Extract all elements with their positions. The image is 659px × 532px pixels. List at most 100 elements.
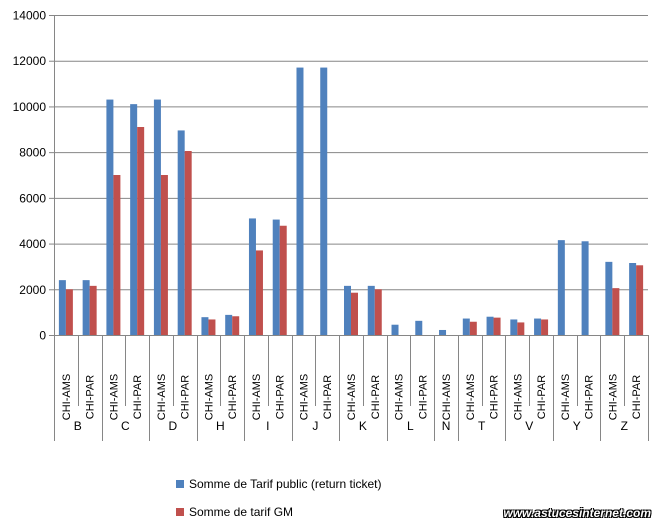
x-category-label: CHI-AMS (346, 374, 358, 420)
bar (201, 317, 209, 335)
bar (510, 319, 518, 335)
x-group-label: C (121, 419, 130, 433)
bar (320, 67, 328, 336)
bar (130, 104, 138, 336)
y-tick-label: 0 (39, 329, 46, 343)
x-category-label: CHI-AMS (156, 374, 168, 420)
x-category-label: CHI-AMS (465, 374, 477, 420)
y-tick-label: 12000 (13, 54, 47, 68)
legend-item-gm: Somme de tarif GM (176, 504, 382, 520)
x-category-label: CHI-AMS (203, 374, 215, 420)
bar (184, 151, 192, 335)
x-group-label: N (442, 419, 451, 433)
watermark: www.astucesinternet.com (503, 506, 651, 520)
bar (367, 285, 375, 335)
x-category-label: CHI-AMS (251, 374, 263, 420)
y-tick-label: 8000 (19, 146, 46, 160)
bar (541, 319, 549, 335)
bar (469, 321, 477, 335)
x-category-label: CHI-PAR (489, 375, 501, 419)
legend-label-public: Somme de Tarif public (return ticket) (189, 477, 382, 491)
bar (415, 320, 423, 335)
x-category-label: CHI-PAR (85, 375, 97, 419)
bar (557, 240, 565, 335)
bar (208, 319, 216, 335)
bar (629, 263, 637, 335)
y-tick-label: 6000 (19, 191, 46, 205)
x-category-label: CHI-AMS (512, 374, 524, 420)
legend-swatch-public (176, 480, 184, 488)
bar (137, 127, 145, 335)
bar (177, 130, 185, 335)
legend-label-gm: Somme de tarif GM (189, 505, 294, 519)
bar (106, 99, 114, 335)
y-axis: 0 2000 4000 6000 8000 10000 12000 14000 (13, 9, 55, 343)
legend-item-public: Somme de Tarif public (return ticket) (176, 476, 382, 492)
x-category-label: CHI-PAR (180, 375, 192, 419)
bar (225, 314, 233, 335)
bar (391, 324, 399, 335)
bar (248, 218, 256, 335)
x-group-label: J (312, 419, 318, 433)
bar (493, 317, 501, 335)
bar (113, 175, 121, 335)
bar (439, 329, 447, 335)
bar (82, 280, 90, 335)
bar (344, 285, 351, 335)
y-tick-label: 2000 (19, 283, 46, 297)
x-group-label: K (359, 419, 367, 433)
x-category-label: CHI-PAR (132, 375, 144, 419)
bar (232, 316, 240, 335)
bar (89, 285, 97, 335)
bar (65, 289, 73, 335)
bars (58, 67, 644, 336)
bar (612, 288, 620, 335)
x-category-label: CHI-AMS (108, 374, 120, 420)
bar (581, 241, 589, 335)
x-category-label: CHI-AMS (607, 374, 619, 420)
legend: Somme de Tarif public (return ticket) So… (176, 476, 382, 532)
x-category-label: CHI-PAR (322, 375, 334, 419)
x-category-label: CHI-PAR (536, 375, 548, 419)
x-category-label: CHI-AMS (560, 374, 572, 420)
x-category-label: CHI-PAR (370, 375, 382, 419)
x-group-label: H (216, 419, 225, 433)
x-group-label: L (407, 419, 414, 433)
bar (517, 322, 525, 335)
bar (534, 318, 542, 335)
x-category-label: CHI-PAR (227, 375, 239, 419)
bar (486, 316, 494, 335)
bar (296, 67, 304, 336)
x-category-label: CHI-AMS (394, 374, 406, 420)
y-tick-label: 14000 (13, 9, 47, 23)
x-group-label: I (266, 419, 269, 433)
x-category-label: CHI-PAR (584, 375, 596, 419)
bar (153, 99, 161, 335)
bar (636, 265, 644, 335)
legend-swatch-gm (176, 508, 184, 516)
x-category-label: CHI-AMS (298, 374, 310, 420)
x-category-label: CHI-PAR (631, 375, 643, 419)
x-category-label: CHI-PAR (275, 375, 287, 419)
x-group-label: D (168, 419, 177, 433)
bar (160, 175, 168, 335)
x-category-label: CHI-AMS (441, 374, 453, 420)
gridlines (54, 15, 648, 336)
bar (279, 225, 287, 335)
bar (605, 261, 613, 335)
x-group-label: Y (573, 419, 581, 433)
bar (351, 292, 358, 335)
bar (255, 250, 263, 335)
bar (374, 289, 382, 335)
x-axis: CHI-AMS CHI-PAR CHI-AMS CHI-PAR CHI-AMS CHI-P… (54, 335, 649, 441)
x-group-label: B (74, 419, 82, 433)
x-category-label: CHI-AMS (61, 374, 73, 420)
y-tick-label: 10000 (13, 100, 47, 114)
x-group-label: T (478, 419, 486, 433)
bar (58, 280, 66, 335)
y-tick-label: 4000 (19, 237, 46, 251)
x-group-label: V (525, 419, 533, 433)
bar (272, 219, 280, 335)
bar (462, 318, 470, 335)
